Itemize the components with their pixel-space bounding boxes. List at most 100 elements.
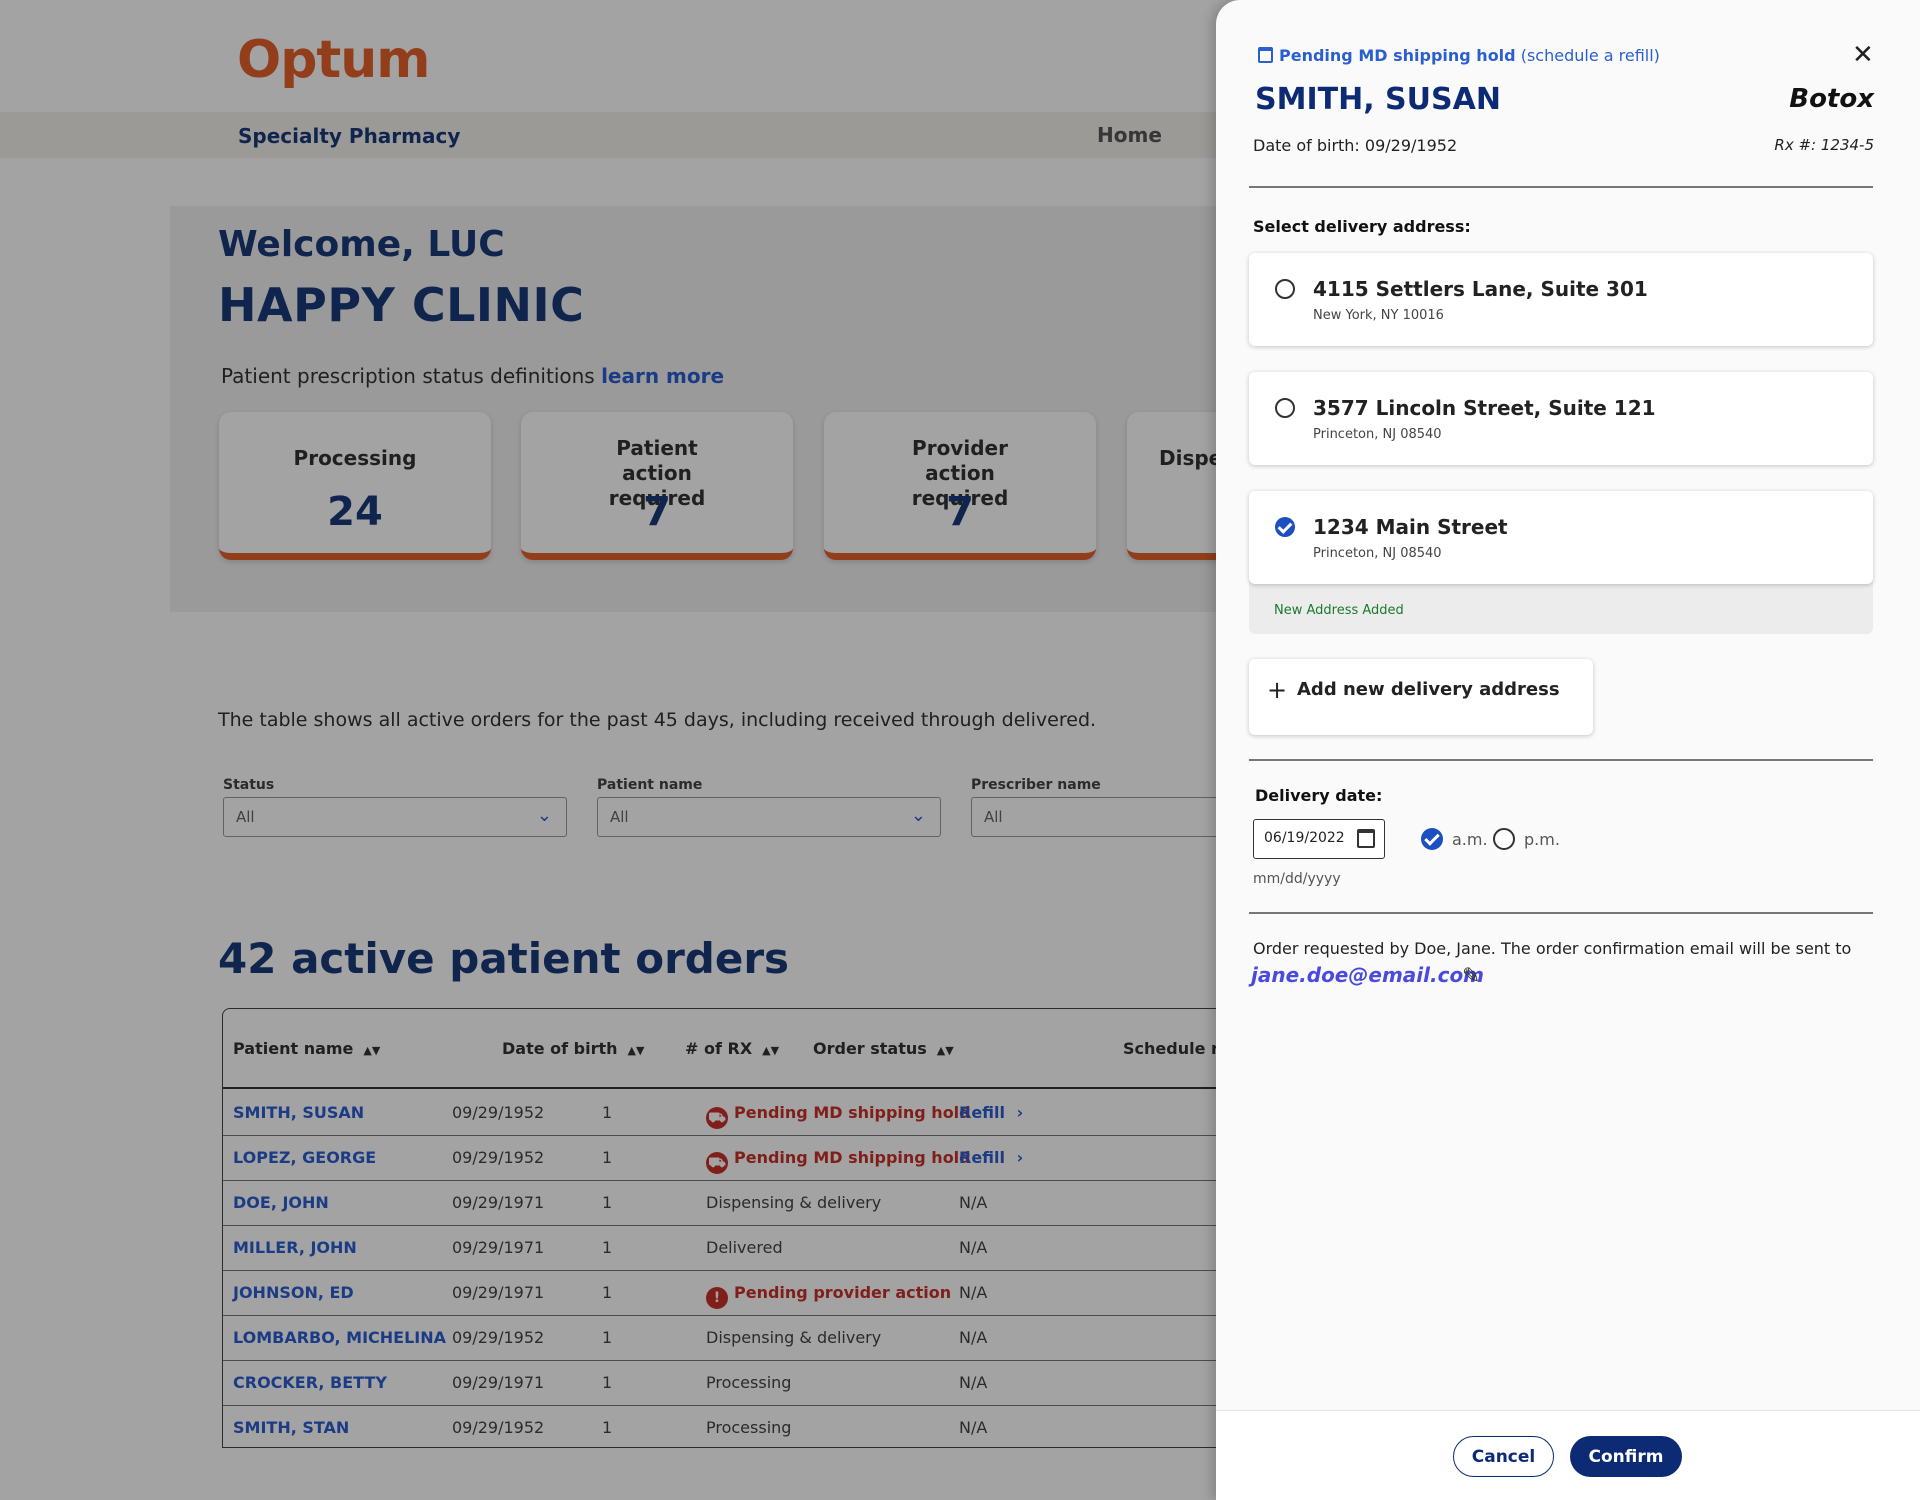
cell-order-status: ⛟ Pending MD shipping hold xyxy=(706,1148,971,1174)
close-icon[interactable]: ✕ xyxy=(1852,40,1874,70)
column-header-label: Patient name xyxy=(233,1039,354,1058)
stat-card-processing[interactable]: Processing 24 xyxy=(219,412,491,560)
panel-status-label: Pending MD shipping hold xyxy=(1279,46,1516,65)
cell-rx-count: 1 xyxy=(602,1238,613,1257)
cell-dob: 09/29/1971 xyxy=(452,1373,545,1392)
schedule-text: Refill xyxy=(959,1103,1005,1122)
stat-card-patient-action[interactable]: Patient action required 7 xyxy=(521,412,793,560)
stat-label: Patient action required xyxy=(608,436,706,510)
column-header-patient-name[interactable]: Patient name ▲▼ xyxy=(233,1039,380,1058)
table-row[interactable]: LOPEZ, GEORGE 09/29/1952 1 ⛟ Pending MD ship… xyxy=(223,1136,1521,1181)
address-street: 1234 Main Street xyxy=(1313,515,1508,539)
table-row[interactable]: SMITH, SUSAN 09/29/1952 1 ⛟ Pending MD shipp… xyxy=(223,1091,1521,1136)
cell-rx-count: 1 xyxy=(602,1103,613,1122)
schedule-refill-link[interactable]: (schedule a refill) xyxy=(1520,46,1660,65)
stat-card-provider-action[interactable]: Provider action required 7 xyxy=(824,412,1096,560)
am-radio[interactable] xyxy=(1421,828,1443,850)
cell-order-status: Dispensing & delivery xyxy=(706,1328,881,1347)
table-header: Patient name ▲▼ Date of birth ▲▼ # of RX ▲▼… xyxy=(223,1009,1521,1089)
chevron-right-icon: › xyxy=(1011,1148,1024,1167)
address-option-2[interactable]: 3577 Lincoln Street, Suite 121 Princeton… xyxy=(1249,372,1873,465)
patient-name-link[interactable]: CROCKER, BETTY xyxy=(233,1373,387,1392)
cell-rx-count: 1 xyxy=(602,1373,613,1392)
status-definitions-text: Patient prescription status definitions xyxy=(221,364,595,388)
patient-name-link[interactable]: JOHNSON, ED xyxy=(233,1283,354,1302)
address-option-3[interactable]: 1234 Main Street Princeton, NJ 08540 xyxy=(1249,491,1873,584)
panel-drug-name: Botox xyxy=(1789,84,1874,114)
table-row[interactable]: LOMBARBO, MICHELINA 09/29/1952 1 Dispensing… xyxy=(223,1316,1521,1361)
divider xyxy=(1249,186,1873,188)
address-radio[interactable] xyxy=(1275,279,1295,299)
patient-name-link[interactable]: SMITH, STAN xyxy=(233,1418,350,1437)
cell-schedule: N/A xyxy=(959,1418,987,1437)
address-option-1[interactable]: 4115 Settlers Lane, Suite 301 New York, … xyxy=(1249,253,1873,346)
delivery-date-input[interactable]: 06/19/2022 xyxy=(1253,819,1385,859)
confirmation-email: jane.doe@email.com xyxy=(1251,963,1485,987)
confirm-button[interactable]: Confirm xyxy=(1570,1436,1682,1477)
delivery-date-value: 06/19/2022 xyxy=(1264,830,1345,846)
panel-footer: Cancel Confirm xyxy=(1216,1410,1920,1500)
sort-icon[interactable]: ▲▼ xyxy=(762,1044,780,1057)
table-row[interactable]: DOE, JOHN 09/29/1971 1 Dispensing & deliver… xyxy=(223,1181,1521,1226)
nav-home-link[interactable]: Home xyxy=(1097,123,1162,147)
schedule-text: N/A xyxy=(959,1283,988,1302)
pencil-icon[interactable]: ✎ xyxy=(1462,964,1481,989)
cell-rx-count: 1 xyxy=(602,1193,613,1212)
address-section-label: Select delivery address: xyxy=(1253,217,1471,236)
cell-order-status: Processing xyxy=(706,1418,791,1437)
table-row[interactable]: SMITH, STAN 09/29/1952 1 Processing N/A xyxy=(223,1406,1521,1447)
address-city: Princeton, NJ 08540 xyxy=(1313,546,1442,561)
calendar-icon xyxy=(1258,47,1273,63)
sort-icon[interactable]: ▲▼ xyxy=(627,1044,645,1057)
column-header-status[interactable]: Order status ▲▼ xyxy=(813,1039,954,1058)
chevron-down-icon: ⌄ xyxy=(910,805,926,826)
cell-rx-count: 1 xyxy=(602,1148,613,1167)
order-request-text: Order requested by Doe, Jane. The order … xyxy=(1253,939,1852,958)
filter-value: All xyxy=(236,808,255,826)
optum-logo[interactable]: Optum xyxy=(237,30,430,90)
schedule-text: N/A xyxy=(959,1373,988,1392)
cell-order-status: ! Pending provider action xyxy=(706,1283,951,1309)
column-header-dob[interactable]: Date of birth ▲▼ xyxy=(502,1039,644,1058)
status-filter-select[interactable]: All ⌄ xyxy=(223,797,567,837)
table-row[interactable]: JOHNSON, ED 09/29/1971 1! Pending provider … xyxy=(223,1271,1521,1316)
delivery-date-label: Delivery date: xyxy=(1255,786,1383,805)
address-radio-selected[interactable] xyxy=(1275,517,1295,537)
cell-rx-count: 1 xyxy=(602,1418,613,1437)
orders-heading: 42 active patient orders xyxy=(218,934,790,983)
divider xyxy=(1249,759,1873,761)
table-row[interactable]: MILLER, JOHN 09/29/1971 1 Delivered N/A xyxy=(223,1226,1521,1271)
clinic-name: HAPPY CLINIC xyxy=(218,278,585,332)
pm-radio[interactable] xyxy=(1493,828,1515,850)
refill-link[interactable]: Refill › xyxy=(959,1103,1023,1122)
patient-filter-select[interactable]: All ⌄ xyxy=(597,797,941,837)
column-header-rx[interactable]: # of RX ▲▼ xyxy=(685,1039,779,1058)
order-status-text: Pending provider action xyxy=(734,1283,952,1302)
refill-link[interactable]: Refill › xyxy=(959,1148,1023,1167)
patient-name-link[interactable]: SMITH, SUSAN xyxy=(233,1103,365,1122)
navbar-title[interactable]: Specialty Pharmacy xyxy=(238,124,461,148)
patient-name-link[interactable]: DOE, JOHN xyxy=(233,1193,329,1212)
table-row[interactable]: CROCKER, BETTY 09/29/1971 1 Processing N/A xyxy=(223,1361,1521,1406)
cell-dob: 09/29/1971 xyxy=(452,1238,545,1257)
cell-rx-count: 1 xyxy=(602,1283,613,1302)
sort-icon[interactable]: ▲▼ xyxy=(363,1044,381,1057)
cell-dob: 09/29/1952 xyxy=(452,1103,545,1122)
column-header-schedule: Schedule ref xyxy=(1123,1039,1237,1058)
calendar-icon[interactable] xyxy=(1357,829,1375,848)
cell-schedule: N/A xyxy=(959,1373,987,1392)
patient-name-link[interactable]: LOPEZ, GEORGE xyxy=(233,1148,377,1167)
filter-label-status: Status xyxy=(223,777,275,793)
schedule-text: N/A xyxy=(959,1238,988,1257)
filter-label-prescriber: Prescriber name xyxy=(971,777,1101,793)
cancel-button[interactable]: Cancel xyxy=(1453,1436,1554,1477)
add-delivery-address-button[interactable]: + Add new delivery address xyxy=(1249,659,1593,735)
order-status-text: Processing xyxy=(706,1418,792,1437)
learn-more-link[interactable]: learn more xyxy=(601,364,725,388)
sort-icon[interactable]: ▲▼ xyxy=(936,1044,954,1057)
patient-name-link[interactable]: LOMBARBO, MICHELINA xyxy=(233,1328,446,1347)
patient-name-link[interactable]: MILLER, JOHN xyxy=(233,1238,357,1257)
address-radio[interactable] xyxy=(1275,398,1295,418)
schedule-text: N/A xyxy=(959,1193,988,1212)
order-status-text: Processing xyxy=(706,1373,792,1392)
